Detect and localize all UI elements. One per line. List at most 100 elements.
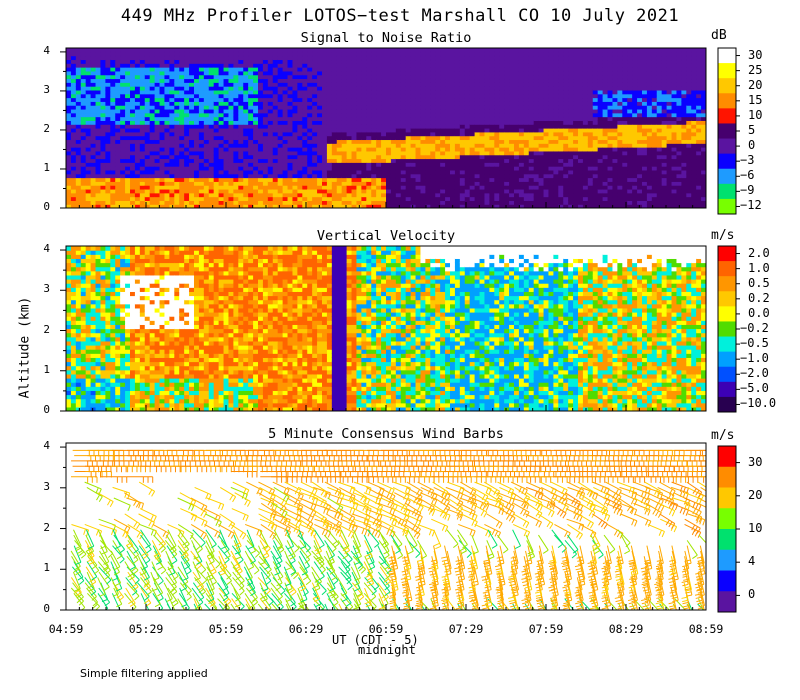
snr-cell [523, 131, 530, 137]
snr-cell [134, 177, 141, 182]
snr-cell [518, 162, 525, 167]
snr-cell [189, 97, 195, 102]
snr-cell [326, 59, 333, 64]
snr-cell [287, 128, 294, 133]
snr-cell [622, 150, 628, 156]
snr-cell [105, 135, 111, 141]
snr-cell [238, 200, 244, 205]
snr-cell [538, 147, 545, 152]
snr-cell [302, 192, 308, 198]
snr-cell [85, 200, 92, 205]
snr-cell [479, 204, 486, 208]
snr-cell [548, 63, 554, 68]
snr-cell [499, 97, 505, 102]
snr-cell [371, 105, 377, 110]
snr-cell [203, 166, 210, 171]
snr-cell [169, 67, 175, 72]
snr-cell [548, 120, 554, 125]
snr-cell [602, 143, 609, 148]
snr-cell [494, 181, 500, 186]
snr-cell [543, 78, 550, 83]
snr-cell [105, 101, 111, 106]
snr-cell [622, 169, 628, 175]
snr-cell [282, 162, 289, 167]
snr-cell [425, 143, 431, 148]
snr-cell [317, 150, 323, 156]
snr-cell [484, 97, 490, 102]
snr-cell [115, 185, 121, 190]
snr-cell [558, 63, 564, 68]
snr-cell [223, 173, 230, 179]
snr-cell [115, 59, 121, 64]
snr-cell [400, 82, 407, 87]
snr-cell [203, 63, 210, 68]
snr-cell [646, 192, 653, 198]
snr-cell [292, 124, 298, 129]
snr-cell [95, 128, 102, 133]
snr-cell [326, 204, 333, 208]
snr-cell [125, 112, 131, 118]
snr-cell [179, 135, 185, 141]
snr-cell [297, 59, 303, 64]
snr-cell [70, 192, 77, 198]
snr-cell [144, 124, 151, 129]
snr-cell [194, 82, 200, 87]
snr-cell [622, 74, 628, 80]
snr-cell [130, 169, 136, 175]
snr-cell [405, 55, 412, 61]
snr-cell [454, 59, 461, 64]
snr-cell [376, 67, 382, 72]
snr-cell [504, 166, 510, 171]
snr-cell [538, 108, 545, 114]
snr-cell [90, 162, 97, 167]
snr-cell [258, 177, 264, 182]
snr-cell [66, 63, 72, 68]
snr-cell [105, 188, 111, 194]
snr-cell [597, 105, 604, 110]
snr-cell [341, 154, 348, 160]
snr-cell [509, 89, 515, 95]
snr-cell [100, 86, 106, 91]
snr-cell [248, 70, 254, 76]
snr-cell [637, 162, 643, 167]
snr-cell [553, 89, 559, 95]
snr-cell [573, 196, 579, 201]
snr-cell [563, 204, 569, 208]
snr-cell [612, 67, 618, 72]
snr-cell [154, 188, 161, 194]
snr-cell [297, 204, 303, 208]
snr-cell [262, 131, 269, 137]
snr-cell [543, 48, 550, 53]
snr-cell [282, 93, 289, 99]
snr-cell [267, 177, 274, 182]
snr-cell [297, 200, 303, 205]
snr-cell [533, 173, 540, 179]
snr-cell [297, 82, 303, 87]
snr-cell [642, 196, 648, 201]
snr-cell [617, 192, 623, 198]
snr-cell [218, 181, 225, 186]
snr-cell [400, 55, 407, 61]
snr-cell [287, 135, 294, 141]
snr-cell [272, 48, 279, 53]
snr-cell [262, 70, 269, 76]
snr-cell [578, 124, 584, 129]
snr-cell [302, 48, 308, 53]
snr-cell [322, 169, 328, 175]
snr-cell [622, 116, 628, 121]
snr-cell [312, 63, 318, 68]
snr-cell [440, 116, 446, 121]
snr-cell [184, 101, 190, 106]
snr-cell [415, 112, 422, 118]
snr-cell [454, 78, 461, 83]
snr-cell [322, 188, 328, 194]
snr-cell [435, 82, 441, 87]
snr-cell [85, 51, 92, 57]
snr-cell [494, 67, 500, 72]
snr-cell [459, 124, 466, 129]
snr-cell [120, 173, 126, 179]
snr-cell [420, 135, 426, 141]
snr-cell [563, 97, 569, 102]
snr-cell [553, 51, 559, 57]
snr-cell [469, 116, 476, 121]
